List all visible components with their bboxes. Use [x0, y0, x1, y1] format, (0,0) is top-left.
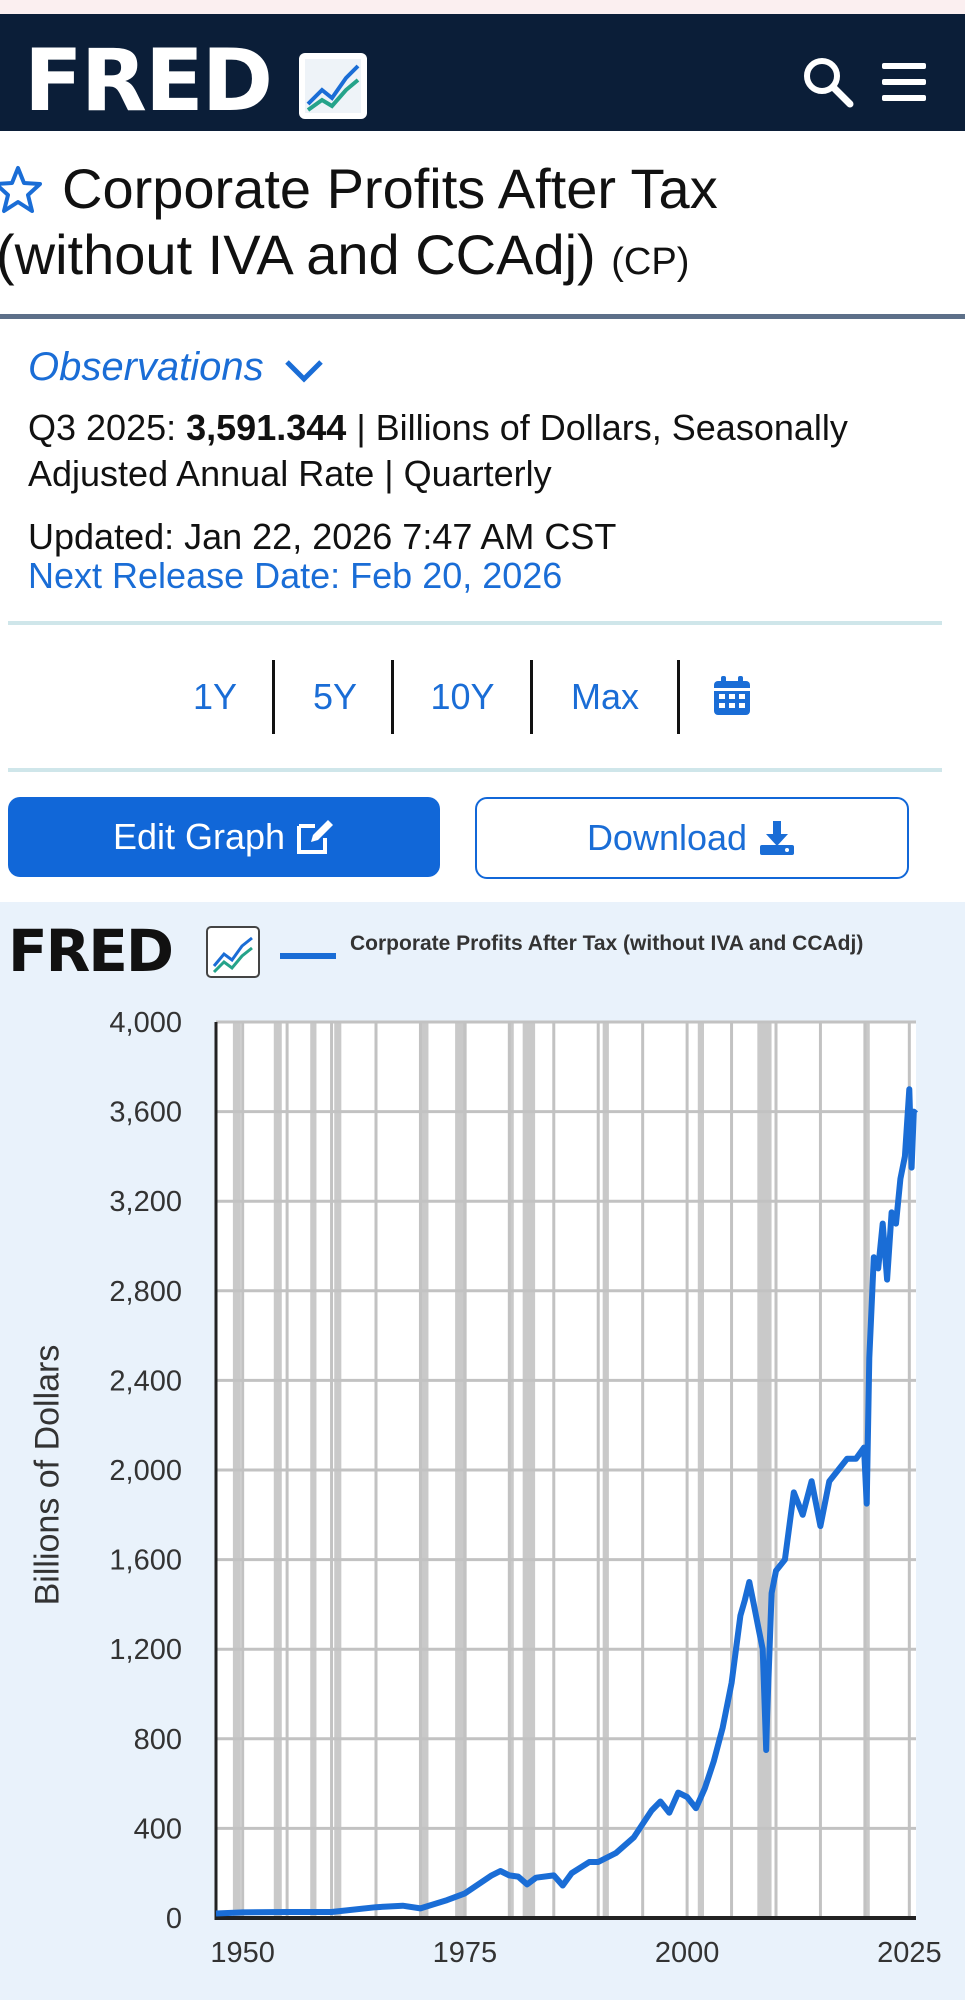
- series-title-line2: (without IVA and CCAdj): [0, 223, 596, 286]
- site-header: FRED: [0, 14, 965, 131]
- edit-graph-label: Edit Graph: [112, 816, 286, 857]
- download-icon: [760, 821, 795, 855]
- title-divider: [0, 314, 965, 319]
- top-strip: [0, 0, 965, 14]
- trend-chart-icon: [299, 53, 367, 119]
- range-max-button[interactable]: Max: [570, 676, 639, 717]
- observation-period: Q3 2025:: [28, 407, 177, 448]
- y-tick-label: 1,600: [109, 1545, 182, 1577]
- range-10y-button[interactable]: 10Y: [430, 676, 495, 717]
- legend-label: Corporate Profits After Tax (without IVA…: [350, 932, 864, 955]
- range-separator: [530, 660, 533, 734]
- calendar-icon[interactable]: [713, 676, 751, 716]
- edit-icon: [297, 820, 334, 854]
- range-separator: [391, 660, 394, 734]
- y-tick-label: 0: [166, 1903, 182, 1935]
- range-separator: [677, 660, 680, 734]
- x-tick-label: 2000: [655, 1937, 720, 1969]
- x-tick-label: 1950: [210, 1937, 275, 1969]
- range-5y-button[interactable]: 5Y: [312, 676, 358, 717]
- line-chart[interactable]: 0 400 800 1,200 1,600 2,000 2,400 2,800 3,200 3,6…: [0, 980, 965, 2000]
- y-tick-label: 3,200: [109, 1186, 182, 1218]
- chart-fred-logo: FRED: [8, 917, 174, 985]
- y-tick-label: 2,800: [109, 1276, 182, 1308]
- date-range-bar: 1Y 5Y 10Y Max: [0, 660, 965, 734]
- download-button[interactable]: Download: [475, 797, 909, 879]
- y-tick-label: 3,600: [109, 1097, 182, 1129]
- search-icon[interactable]: [800, 54, 856, 110]
- series-line: [215, 1086, 919, 1917]
- observation-units: | Billions of Dollars, Seasonally Adjust…: [28, 407, 848, 494]
- range-separator: [272, 660, 275, 734]
- divider: [8, 768, 942, 772]
- next-release-date[interactable]: Next Release Date: Feb 20, 2026: [28, 555, 563, 596]
- y-tick-label: 4,000: [109, 1007, 182, 1039]
- favorite-star-icon[interactable]: [0, 165, 42, 215]
- trend-chart-icon: [206, 926, 260, 978]
- legend-swatch: [280, 953, 336, 959]
- y-tick-label: 800: [134, 1724, 182, 1756]
- range-1y-button[interactable]: 1Y: [192, 676, 238, 717]
- y-tick-label: 2,000: [109, 1455, 182, 1487]
- observation-value: 3,591.344: [186, 407, 347, 448]
- fred-logo[interactable]: FRED: [24, 31, 273, 131]
- edit-graph-button[interactable]: Edit Graph: [8, 797, 440, 877]
- y-tick-label: 400: [134, 1813, 182, 1845]
- x-tick-label: 1975: [433, 1937, 498, 1969]
- y-tick-label: 1,200: [109, 1634, 182, 1666]
- chevron-down-icon[interactable]: [283, 358, 325, 384]
- series-title-line1: Corporate Profits After Tax: [62, 157, 718, 220]
- series-title: Corporate Profits After Tax (without IVA…: [0, 156, 936, 295]
- series-id: (CP): [611, 241, 690, 283]
- divider: [8, 621, 942, 625]
- download-label: Download: [586, 817, 748, 858]
- observations-toggle[interactable]: Observations: [28, 345, 264, 389]
- y-tick-label: 2,400: [109, 1365, 182, 1397]
- latest-observation: Q3 2025: 3,591.344 | Billions of Dollars…: [28, 405, 948, 497]
- hamburger-menu-icon[interactable]: [876, 54, 932, 110]
- updated-timestamp: Updated: Jan 22, 2026 7:47 AM CST: [28, 516, 617, 557]
- x-tick-label: 2025: [877, 1937, 942, 1969]
